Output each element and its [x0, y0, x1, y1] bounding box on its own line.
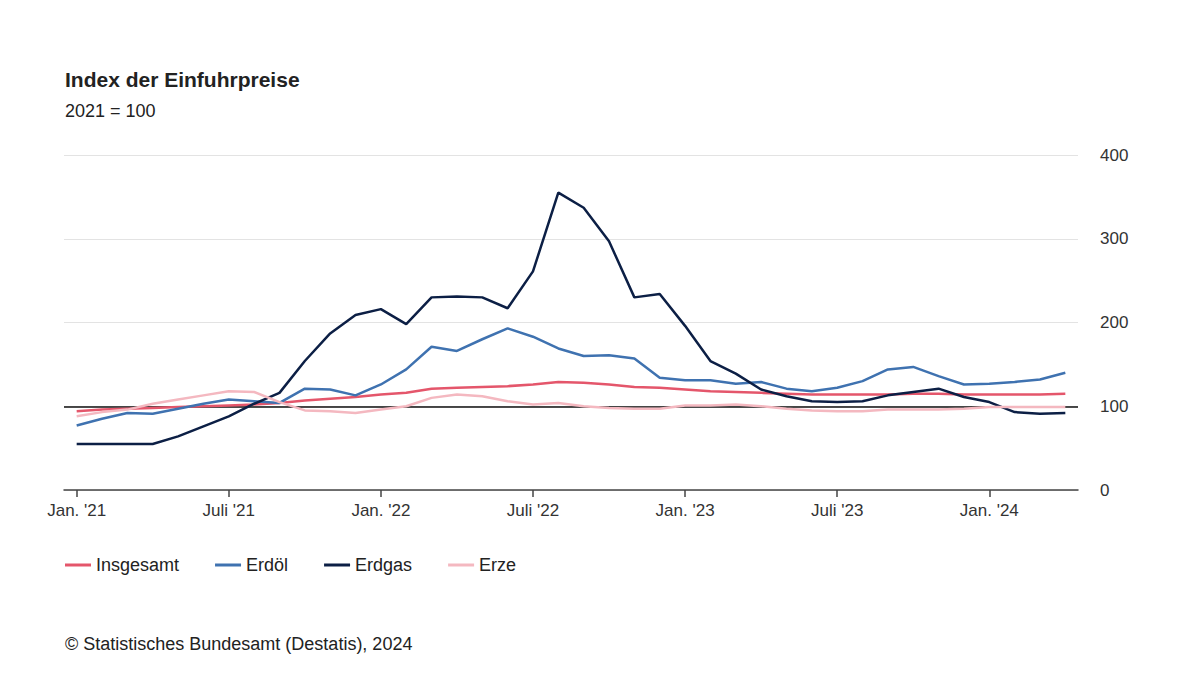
svg-text:Jan. '23: Jan. '23 — [656, 501, 715, 520]
svg-text:Jan. '21: Jan. '21 — [47, 501, 106, 520]
svg-text:Juli '21: Juli '21 — [203, 501, 255, 520]
svg-text:Juli '22: Juli '22 — [507, 501, 559, 520]
svg-text:Jan. '24: Jan. '24 — [960, 501, 1019, 520]
svg-text:200: 200 — [1100, 313, 1128, 332]
svg-text:Juli '23: Juli '23 — [811, 501, 863, 520]
svg-text:0: 0 — [1100, 481, 1109, 500]
svg-text:Jan. '22: Jan. '22 — [351, 501, 410, 520]
svg-text:2021 = 100: 2021 = 100 — [65, 101, 156, 121]
svg-text:Erdöl: Erdöl — [246, 555, 288, 575]
svg-text:Erdgas: Erdgas — [355, 555, 412, 575]
svg-text:Erze: Erze — [479, 555, 516, 575]
svg-text:Index der Einfuhrpreise: Index der Einfuhrpreise — [65, 68, 300, 91]
svg-text:Insgesamt: Insgesamt — [96, 555, 179, 575]
svg-text:© Statistisches Bundesamt (Des: © Statistisches Bundesamt (Destatis), 20… — [65, 634, 412, 654]
svg-text:400: 400 — [1100, 146, 1128, 165]
svg-text:100: 100 — [1100, 397, 1128, 416]
svg-text:300: 300 — [1100, 229, 1128, 248]
